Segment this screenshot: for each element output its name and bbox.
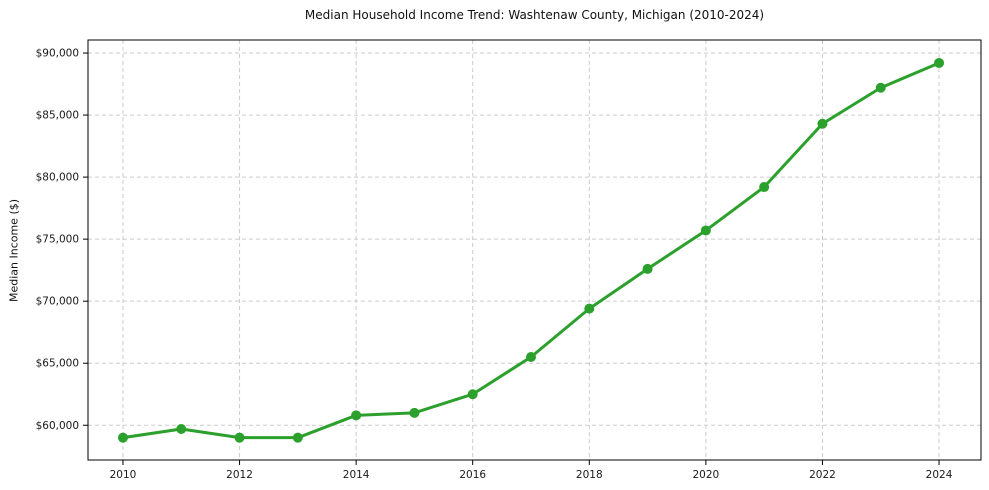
x-tick-label: 2022 <box>809 469 836 481</box>
chart-title: Median Household Income Trend: Washtenaw… <box>304 8 765 22</box>
data-point-2021 <box>759 182 770 193</box>
data-point-2016 <box>467 389 478 400</box>
y-tick-label: $60,000 <box>36 420 79 432</box>
plot-border <box>87 39 982 461</box>
y-tick-label: $90,000 <box>36 48 79 60</box>
data-point-2015 <box>409 407 420 418</box>
data-point-2020 <box>700 225 711 236</box>
data-point-2014 <box>351 410 362 421</box>
data-point-2012 <box>234 432 245 443</box>
data-point-2010 <box>117 432 128 443</box>
y-axis-label: Median Income ($) <box>7 198 21 303</box>
y-tick-label: $85,000 <box>36 110 79 122</box>
x-tick-label: 2024 <box>926 469 953 481</box>
data-point-2013 <box>292 432 303 443</box>
y-tick-label: $75,000 <box>36 234 79 246</box>
y-tick-label: $80,000 <box>36 172 79 184</box>
x-tick-label: 2014 <box>343 469 370 481</box>
data-point-2017 <box>526 352 537 363</box>
x-tick-label: 2012 <box>226 469 253 481</box>
x-tick-label: 2016 <box>459 469 486 481</box>
data-point-2019 <box>642 263 653 274</box>
data-point-2024 <box>934 57 945 68</box>
y-tick-label: $65,000 <box>36 358 79 370</box>
x-tick-label: 2018 <box>576 469 603 481</box>
trend-line <box>121 61 941 440</box>
data-point-2023 <box>875 82 886 93</box>
y-tick-label: $70,000 <box>36 296 79 308</box>
data-point-2022 <box>817 118 828 129</box>
data-point-2011 <box>176 423 187 434</box>
x-tick-label: 2020 <box>693 469 720 481</box>
x-tick-label: 2010 <box>110 469 137 481</box>
data-point-2018 <box>584 303 595 314</box>
